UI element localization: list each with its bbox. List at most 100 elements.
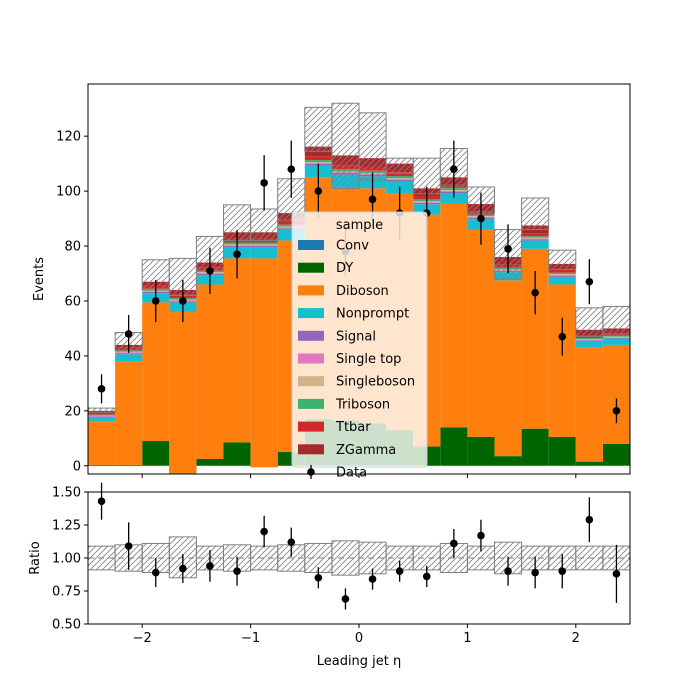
xtick-label-4: 2 bbox=[572, 631, 580, 646]
bar-nonprompt-bin-7 bbox=[277, 229, 305, 241]
legend-label-1: DY bbox=[336, 261, 353, 276]
bar-signal-bin-16 bbox=[521, 239, 549, 241]
bar-triboson-bin-19 bbox=[602, 335, 630, 337]
bar-ttbar-bin-17 bbox=[548, 269, 576, 273]
legend-label-4: Signal bbox=[336, 329, 376, 344]
bar-diboson-bin-0 bbox=[88, 421, 116, 465]
legend-swatch-1 bbox=[298, 262, 324, 273]
data-point-17 bbox=[558, 332, 567, 341]
bar-single-top-bin-8 bbox=[304, 163, 332, 164]
bar-diboson-bin-13 bbox=[440, 203, 468, 428]
legend-frame bbox=[291, 211, 428, 468]
bar-signal-bin-18 bbox=[575, 340, 603, 342]
bar-triboson-bin-7 bbox=[277, 224, 305, 227]
legend-swatch-7 bbox=[298, 398, 324, 409]
main-ytick-label-4: 80 bbox=[64, 240, 81, 255]
ratio-plot-area: 0.50 0.75 1.00 1.25 1.50 −2 −1 0 1 2 Ratio Leadi… bbox=[28, 482, 631, 669]
ratio-point-15 bbox=[504, 567, 512, 575]
ratio-ytick-label-3: 1.25 bbox=[52, 519, 81, 534]
bar-single-top-bin-6 bbox=[250, 245, 278, 247]
bar-diboson-bin-17 bbox=[548, 284, 576, 437]
bar-single-top-bin-11 bbox=[386, 179, 414, 180]
legend: sample Conv DY Diboson Nonprompt Signal Single… bbox=[291, 211, 428, 481]
data-point-5 bbox=[233, 250, 241, 259]
bar-dy-bin-1 bbox=[115, 464, 143, 466]
ratio-point-10 bbox=[368, 575, 377, 583]
ratio-ytick-label-2: 1.00 bbox=[52, 552, 81, 567]
uncertainty-bin-8 bbox=[304, 106, 333, 152]
bar-diboson-bin-2 bbox=[142, 302, 170, 442]
bar-triboson-bin-18 bbox=[575, 338, 603, 340]
bar-ttbar-bin-7 bbox=[277, 221, 305, 225]
data-point-3 bbox=[179, 297, 187, 305]
ratio-point-2 bbox=[151, 568, 160, 577]
bar-triboson-bin-11 bbox=[386, 176, 414, 179]
ratio-point-0 bbox=[97, 497, 106, 506]
bar-nonprompt-bin-13 bbox=[440, 193, 468, 204]
ratio-point-7 bbox=[287, 538, 296, 546]
xtick-label-2: 0 bbox=[355, 631, 363, 646]
bar-singleboson-bin-16 bbox=[521, 237, 549, 239]
main-ytick-label-5: 100 bbox=[56, 185, 81, 200]
bar-dy-bin-5 bbox=[223, 442, 251, 466]
bar-nonprompt-bin-1 bbox=[115, 354, 143, 362]
bar-diboson-bin-6 bbox=[250, 258, 278, 468]
bar-nonprompt-bin-18 bbox=[575, 341, 603, 348]
ratio-y-axis-label: Ratio bbox=[28, 541, 43, 574]
bar-diboson-bin-19 bbox=[602, 344, 630, 444]
bar-single-top-bin-7 bbox=[277, 227, 305, 229]
bar-triboson-bin-8 bbox=[304, 160, 332, 163]
ratio-point-13 bbox=[450, 539, 458, 548]
bar-singleboson-bin-18 bbox=[575, 339, 603, 340]
uncertainty-bin-6 bbox=[250, 208, 279, 242]
bar-ttbar-bin-19 bbox=[602, 333, 630, 336]
main-x-ticks bbox=[141, 474, 577, 478]
bar-singleboson-bin-0 bbox=[88, 415, 116, 417]
bar-single-top-bin-17 bbox=[548, 274, 576, 276]
legend-label-6: Singleboson bbox=[336, 375, 415, 390]
bar-nonprompt-bin-19 bbox=[602, 338, 630, 345]
ratio-point-9 bbox=[341, 595, 350, 603]
legend-swatch-9 bbox=[298, 444, 324, 455]
main-y-axis-label: Events bbox=[32, 257, 47, 301]
bar-ttbar-bin-11 bbox=[386, 172, 414, 177]
ratio-point-19 bbox=[612, 570, 621, 578]
bar-nonprompt-bin-17 bbox=[548, 276, 576, 285]
legend-title: sample bbox=[336, 218, 383, 233]
bar-dy-bin-14 bbox=[467, 436, 495, 466]
legend-swatch-4 bbox=[298, 330, 324, 341]
ratio-point-16 bbox=[531, 568, 539, 577]
uncertainty-bin-9 bbox=[331, 102, 360, 189]
bar-signal-bin-7 bbox=[277, 228, 305, 230]
data-point-4 bbox=[206, 266, 214, 275]
main-y-ticks: 0 20 40 60 80 100 120 bbox=[56, 130, 88, 474]
legend-label-0: Conv bbox=[336, 239, 369, 254]
uncertainty-bin-11 bbox=[385, 157, 414, 174]
bar-single-top-bin-18 bbox=[575, 339, 603, 341]
ratio-point-12 bbox=[422, 572, 431, 581]
bar-dy-bin-13 bbox=[440, 427, 468, 466]
ratio-uncertainty-bin-9 bbox=[331, 540, 360, 576]
bar-diboson-bin-1 bbox=[115, 361, 143, 465]
legend-label-8: Ttbar bbox=[335, 420, 371, 435]
bar-triboson-bin-6 bbox=[250, 242, 278, 245]
data-point-14 bbox=[477, 214, 485, 223]
xtick-label-0: −2 bbox=[133, 631, 152, 646]
bar-triboson-bin-17 bbox=[548, 272, 576, 275]
uncertainty-bin-17 bbox=[548, 249, 577, 270]
ratio-point-5 bbox=[233, 567, 241, 575]
ratio-ytick-label-0: 0.50 bbox=[52, 618, 81, 633]
bar-ttbar-bin-16 bbox=[521, 233, 549, 237]
bar-dy-bin-19 bbox=[602, 443, 630, 466]
bar-dy-bin-18 bbox=[575, 461, 603, 466]
bar-diboson-bin-15 bbox=[494, 280, 522, 457]
uncertainty-bin-19 bbox=[602, 305, 630, 335]
bar-dy-bin-2 bbox=[142, 441, 170, 466]
data-point-15 bbox=[504, 244, 512, 253]
bar-signal-bin-0 bbox=[88, 416, 116, 418]
legend-swatch-6 bbox=[298, 376, 324, 387]
bar-nonprompt-bin-0 bbox=[88, 417, 116, 422]
legend-swatch-0 bbox=[298, 240, 324, 250]
legend-label-data: Data bbox=[336, 466, 367, 481]
ratio-point-3 bbox=[179, 564, 187, 573]
